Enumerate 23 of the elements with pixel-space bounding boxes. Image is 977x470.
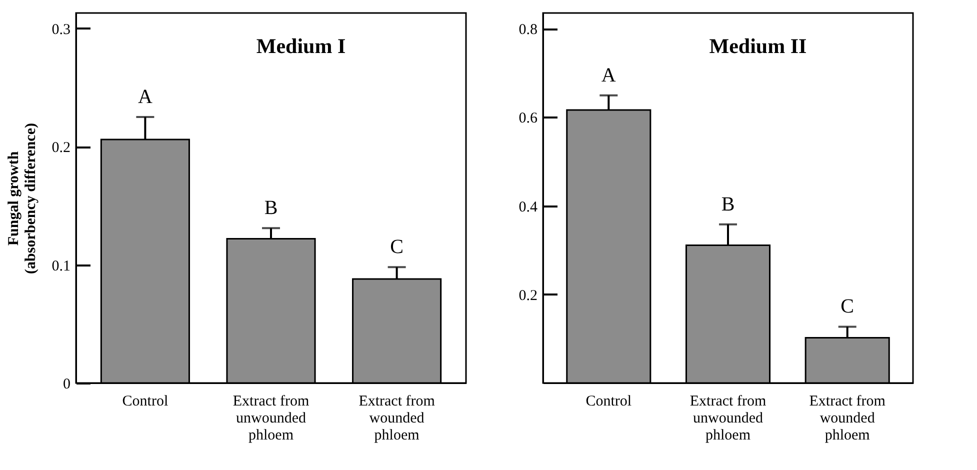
y-tick-label: 0.6 xyxy=(518,110,538,127)
annotation: C xyxy=(390,236,404,258)
y-tick-label: 0.2 xyxy=(518,288,538,304)
annotation: B xyxy=(721,193,735,216)
y-tick-label: 0.2 xyxy=(52,140,70,156)
x-tick-label: Control xyxy=(586,394,632,410)
y-tick-label: 0.4 xyxy=(518,199,538,216)
y-tick-label: 0.3 xyxy=(52,22,70,38)
text: Medium I xyxy=(256,34,346,58)
annotation: A xyxy=(138,86,153,108)
annotation: C xyxy=(840,296,854,318)
x-tick-label: Extract from unwounded phloem xyxy=(232,394,310,444)
y-axis-title: Fungal growth (absorbency difference) xyxy=(6,123,39,274)
annotation: B xyxy=(264,197,278,220)
x-tick-label: Control xyxy=(122,394,168,410)
y-tick-label: 0.8 xyxy=(518,22,538,38)
y-tick-label: 0.1 xyxy=(52,258,70,274)
x-tick-label: Extract from unwounded phloem xyxy=(690,394,766,444)
text: Medium II xyxy=(709,34,807,58)
annotation: A xyxy=(601,64,616,86)
x-tick-label: Extract from wounded phloem xyxy=(358,394,436,444)
y-tick-label: 0 xyxy=(63,376,70,392)
x-tick-label: Extract from wounded phloem xyxy=(809,394,886,444)
